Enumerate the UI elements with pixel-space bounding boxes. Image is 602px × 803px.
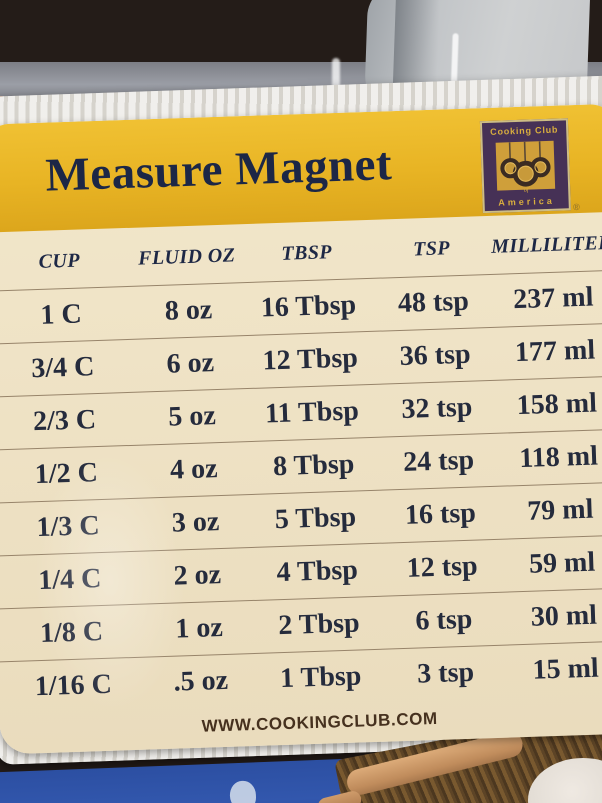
website-url: WWW.COOKINGCLUB.COM [201, 708, 439, 736]
table-cell: .5 oz [173, 664, 229, 698]
table-cell: 1 Tbsp [279, 660, 362, 695]
cooking-club-logo: Cooking Club of America [479, 118, 580, 214]
table-cell: 1 C [39, 298, 83, 331]
table-cell: 118 ml [518, 440, 599, 475]
table-cell: 12 tsp [406, 550, 479, 584]
table-cell: 16 tsp [404, 497, 477, 531]
table-cell: 24 tsp [402, 444, 475, 478]
table-cell: 158 ml [516, 387, 598, 422]
table-cell: 79 ml [526, 493, 594, 527]
logo-text-america: America [498, 195, 555, 208]
table-cell: 1 oz [174, 612, 224, 645]
table-cell: 1/2 C [34, 457, 99, 491]
table-cell: 5 Tbsp [274, 501, 357, 536]
table-cell: 4 oz [169, 453, 218, 486]
column-header: FLUID OZ [137, 243, 236, 270]
table-cell: 11 Tbsp [264, 395, 360, 430]
table-cell: 6 tsp [415, 603, 473, 637]
table-cell: 16 Tbsp [260, 289, 357, 324]
table-cell: 36 tsp [399, 338, 472, 372]
table-cell: 5 oz [167, 400, 217, 433]
registered-mark: ® [572, 201, 580, 213]
rolling-pin-handle [316, 789, 364, 803]
column-header: MILLILITER [490, 231, 602, 258]
table-cell: 1/3 C [36, 510, 101, 544]
measure-magnet-card: Measure Magnet Cooking Club [0, 103, 602, 755]
table-cell: 4 Tbsp [276, 554, 359, 589]
table-cell: 1/4 C [37, 563, 102, 597]
table-cell: 2 Tbsp [277, 607, 361, 642]
table-cell: 237 ml [512, 281, 594, 316]
logo-text-top: Cooking Club [490, 124, 559, 137]
table-cell: 12 Tbsp [262, 342, 359, 377]
table-cell: 32 tsp [400, 391, 473, 425]
table-cell: 15 ml [532, 652, 600, 686]
table-cell: 3/4 C [30, 351, 95, 385]
conversion-table: CUP FLUID OZ TBSP TSP MILLILITER 1 C 8 oz 16 T… [0, 212, 602, 755]
table-cell: 1/8 C [39, 615, 104, 650]
table-cell: 2/3 C [32, 404, 97, 438]
table-cell: 59 ml [528, 546, 596, 580]
table-cell: 30 ml [530, 599, 598, 633]
table-cell: 8 Tbsp [272, 448, 355, 483]
column-header: CUP [38, 249, 81, 273]
table-cell: 1/16 C [34, 668, 113, 703]
table-cell: 2 oz [173, 559, 222, 592]
table-cell: 3 tsp [416, 656, 475, 690]
table-cell: 3 oz [171, 506, 220, 539]
table-cell: 6 oz [166, 347, 215, 380]
table-cell: 8 oz [164, 294, 213, 327]
drip-mark [229, 780, 257, 803]
table-cell: 48 tsp [397, 285, 470, 320]
page-title: Measure Magnet [44, 138, 393, 202]
table-body: 1 C 8 oz 16 Tbsp 48 tsp 237 ml 3/4 C 6 oz 12 Tb… [0, 269, 602, 715]
hanging-rings-icon [500, 141, 551, 187]
reflection-highlight [332, 58, 340, 102]
column-header: TBSP [281, 240, 333, 265]
title-banner: Measure Magnet Cooking Club [0, 103, 602, 233]
logo-rings-panel [495, 140, 556, 191]
table-cell: 177 ml [514, 334, 596, 369]
column-header: TSP [412, 236, 451, 260]
